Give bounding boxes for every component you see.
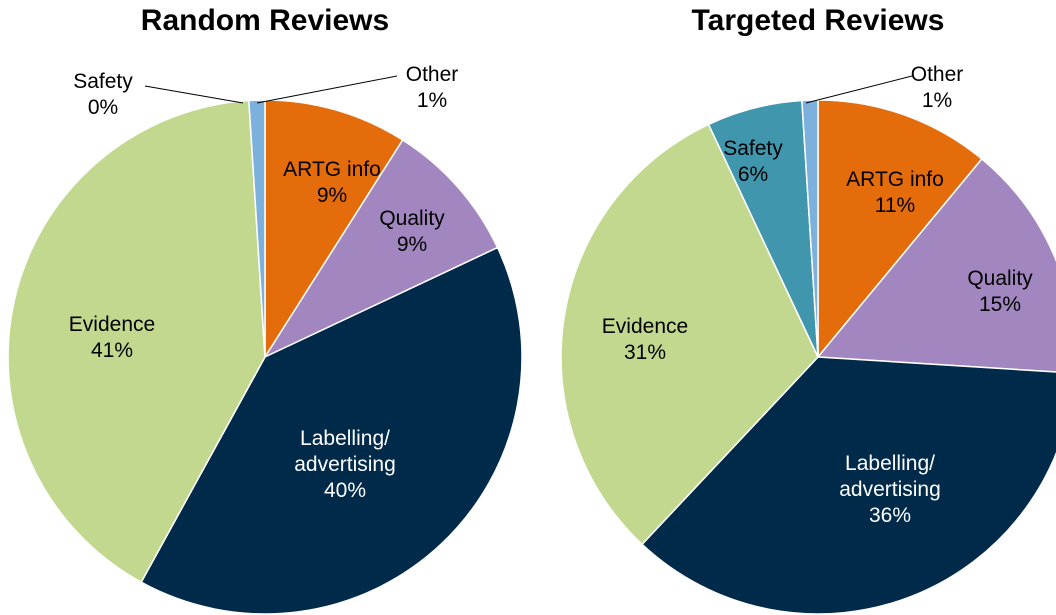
value-label: 11% [874, 194, 916, 217]
slice-label: Evidence 31% [580, 314, 710, 366]
slice-label: Safety 6% [688, 136, 818, 188]
value-label: 31% [623, 341, 667, 364]
slice-label: Safety 0% [38, 69, 168, 121]
category-label: Other [910, 63, 964, 86]
category-label: Labelling/ advertising [839, 452, 941, 501]
slice-label: ARTG info 11% [830, 167, 960, 219]
value-label: 6% [737, 163, 769, 186]
value-label: 15% [978, 293, 1022, 316]
value-label: 1% [416, 89, 448, 112]
category-label: Labelling/ advertising [294, 427, 396, 476]
value-label: 9% [316, 184, 348, 207]
slice-label: Other 1% [367, 62, 497, 114]
category-label: ARTG info [846, 168, 944, 191]
pie-slice [817, 99, 983, 360]
slice-label: Quality 9% [347, 206, 477, 258]
leader-line [144, 85, 244, 104]
value-label: 40% [323, 479, 367, 502]
category-label: Safety [723, 137, 783, 160]
category-label: Other [405, 63, 459, 86]
pie-slice [560, 123, 819, 546]
slice-label: Quality 15% [935, 266, 1056, 318]
slice-label: Labelling/ advertising 36% [825, 451, 955, 529]
value-label: 9% [396, 233, 428, 256]
pie-slice [140, 246, 523, 615]
slice-label: Evidence 41% [47, 312, 177, 364]
slice-label: Labelling/ advertising 40% [280, 426, 410, 504]
category-label: Evidence [68, 313, 156, 336]
chart-title: Random Reviews [140, 4, 390, 37]
leader-line [256, 75, 398, 104]
category-label: Evidence [601, 315, 689, 338]
chart-title: Targeted Reviews [691, 4, 945, 37]
slice-label: Other 1% [872, 62, 1002, 114]
category-label: Quality [379, 207, 445, 230]
pie-slice [262, 138, 499, 359]
pie-slice [248, 99, 266, 358]
value-label: 41% [90, 339, 134, 362]
pie-slice [816, 157, 1056, 373]
slice-label: ARTG info 9% [267, 157, 397, 209]
value-label: 36% [868, 504, 912, 527]
pie-slice [7, 99, 266, 584]
value-label: 0% [87, 96, 119, 119]
pie-slice [641, 356, 1056, 615]
category-label: Quality [967, 267, 1033, 290]
category-label: ARTG info [283, 158, 381, 181]
category-label: Safety [73, 70, 133, 93]
value-label: 1% [921, 89, 953, 112]
leader-line [805, 75, 913, 104]
